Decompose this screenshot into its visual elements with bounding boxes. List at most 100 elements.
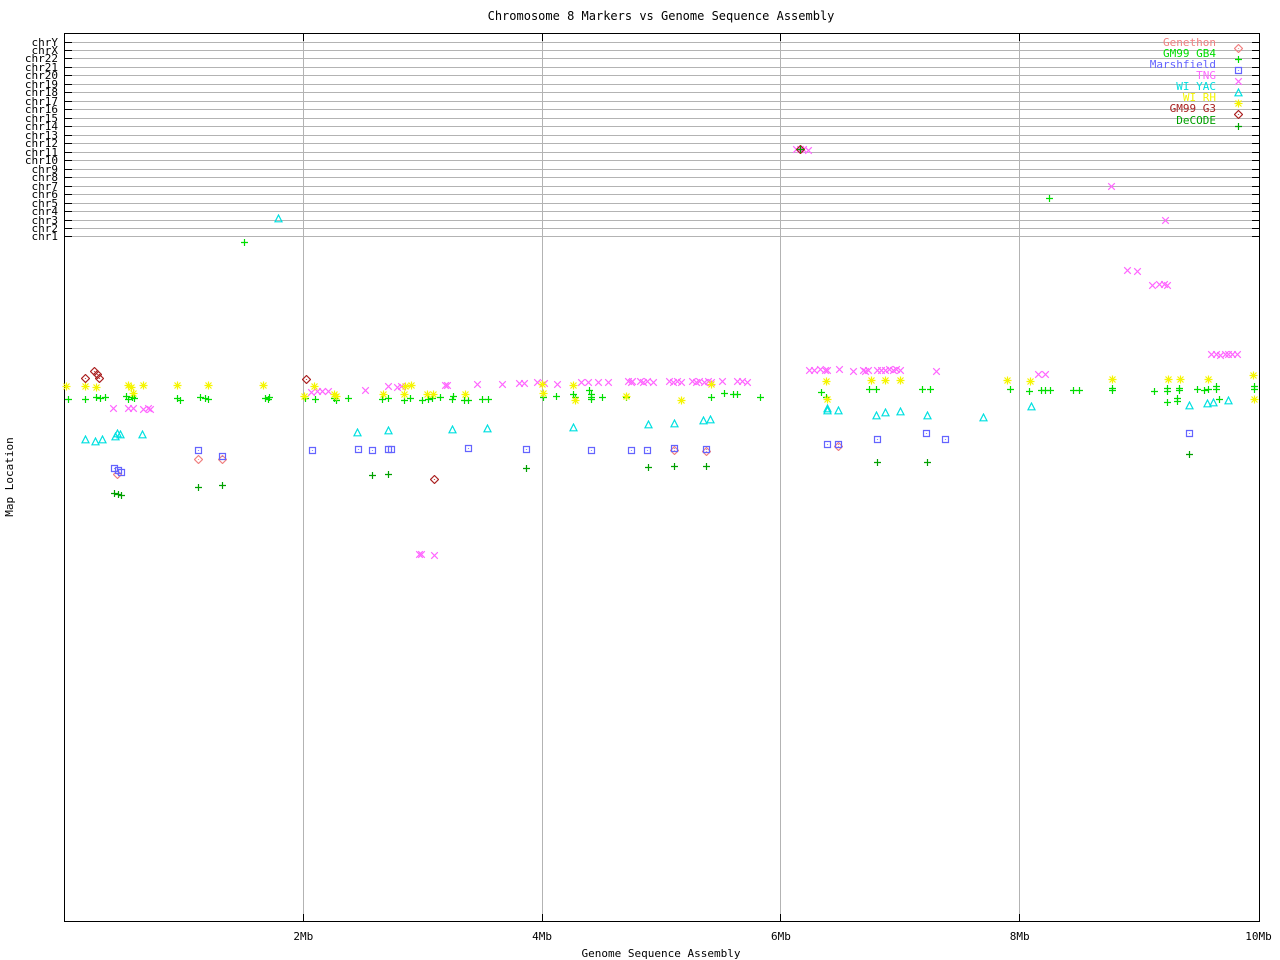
tng-point [643, 371, 652, 390]
marshfield-point [1185, 423, 1194, 442]
gm99-gb4-point [756, 387, 765, 406]
gm99-gb4-point [926, 379, 935, 398]
gm99-gb4-point [449, 386, 458, 405]
wi-rh-point [571, 390, 580, 409]
y-tick-right [1251, 228, 1259, 230]
wi-yac-point [273, 208, 283, 227]
gm99-gb4-point [484, 389, 493, 408]
tng-point [1161, 210, 1170, 229]
gm99-gb4-point [1215, 389, 1224, 408]
y-tick-left [64, 41, 72, 43]
gm99-gb4-point [64, 389, 73, 408]
y-tick-right [1251, 58, 1259, 60]
gm99-gb4-point [1173, 391, 1182, 410]
chromosome-gridline [64, 168, 1259, 170]
tng-point [318, 381, 327, 400]
x-tick-top [302, 33, 304, 41]
marshfield-point [922, 423, 931, 442]
gm99-gb4-point [1150, 381, 1159, 400]
chromosome-gridline [64, 134, 1259, 136]
tng-point [384, 376, 393, 395]
chromosome-gridline [64, 109, 1259, 111]
marshfield-point [464, 438, 473, 457]
gm99-gb4-point [311, 389, 320, 408]
wi-rh-point [92, 377, 101, 396]
chromosome-gridline [64, 66, 1259, 68]
wi-rh-point [1026, 371, 1035, 390]
y-tick-right [1251, 151, 1259, 153]
gm99-g3-point [93, 364, 103, 383]
gm99-gb4-point [176, 390, 185, 409]
chromosome-gridline [64, 49, 1259, 51]
gm99-gb4-point [384, 388, 393, 407]
gm99-gb4-point [598, 387, 607, 406]
wi-rh-point [62, 376, 71, 395]
chromosome-gridline [64, 228, 1259, 230]
legend-label: Marshfield [1149, 57, 1216, 71]
gm99-gb4-point [378, 389, 387, 408]
y-tick-right [1251, 194, 1259, 196]
y-tick-left [64, 143, 72, 145]
wi-rh-point [1204, 369, 1213, 388]
gm99-gb4-point [552, 386, 561, 405]
tng-point [441, 375, 450, 394]
y-tick-right [1251, 66, 1259, 68]
y-tick-right [1251, 219, 1259, 221]
decode-point [796, 139, 805, 158]
wi-rh-point [423, 384, 432, 403]
legend-marker-tng [1234, 71, 1243, 90]
x-tick-label: 10Mb [1245, 930, 1272, 943]
decode-point [218, 475, 227, 494]
gm99-gb4-point [733, 384, 742, 403]
gm99-gb4-point [720, 383, 729, 402]
wi-rh-point [867, 370, 876, 389]
y-tick-label: chr20 [24, 69, 58, 83]
tng-point [1107, 176, 1116, 195]
y-tick-right [1251, 211, 1259, 213]
wi-rh-point [173, 375, 182, 394]
y-tick-left [64, 236, 72, 238]
legend-marker-genethon [1233, 38, 1244, 57]
x-tick-bottom [1019, 913, 1021, 921]
chromosome-gridline [64, 236, 1259, 238]
x-gridline [541, 33, 543, 921]
wi-yac-point [923, 405, 933, 424]
wi-rh-point [461, 384, 470, 403]
legend-marker-gm99-gb4 [1234, 49, 1243, 68]
y-tick-left [64, 109, 72, 111]
chromosome-gridline [64, 177, 1259, 179]
chromosome-gridline [64, 194, 1259, 196]
tng-point [584, 372, 593, 391]
tng-point [498, 374, 507, 393]
wi-rh-point [332, 386, 341, 405]
tng-point [821, 360, 830, 379]
chromosome-gridline [64, 126, 1259, 128]
genethon-point [193, 449, 204, 468]
wi-rh-point [129, 383, 138, 402]
wi-yac-point [383, 420, 393, 439]
x-tick-top [1019, 33, 1021, 41]
gm99-gb4-point [1212, 379, 1221, 398]
y-tick-right [1251, 126, 1259, 128]
tng-point [1148, 275, 1157, 294]
tng-point [932, 361, 941, 380]
tng-point [649, 372, 658, 391]
y-tick-label: chr21 [24, 60, 58, 74]
wi-rh-point [823, 389, 832, 408]
chromosome-gridline [64, 143, 1259, 145]
gm99-gb4-point [1163, 392, 1172, 411]
y-tick-right [1251, 49, 1259, 51]
y-tick-label: chr4 [31, 205, 59, 219]
tng-point [1034, 364, 1043, 383]
gm99-gb4-point [424, 389, 433, 408]
y-tick-left [64, 75, 72, 77]
wi-yac-point [137, 424, 147, 443]
legend-label: TNG [1196, 68, 1216, 82]
y-tick-left [64, 151, 72, 153]
decode-point [873, 452, 882, 471]
x-axis-label: Genome Sequence Assembly [581, 947, 741, 960]
x-tick-label: 6Mb [770, 930, 791, 943]
decode-point [923, 452, 932, 471]
legend-label: GM99 GB4 [1163, 46, 1216, 60]
